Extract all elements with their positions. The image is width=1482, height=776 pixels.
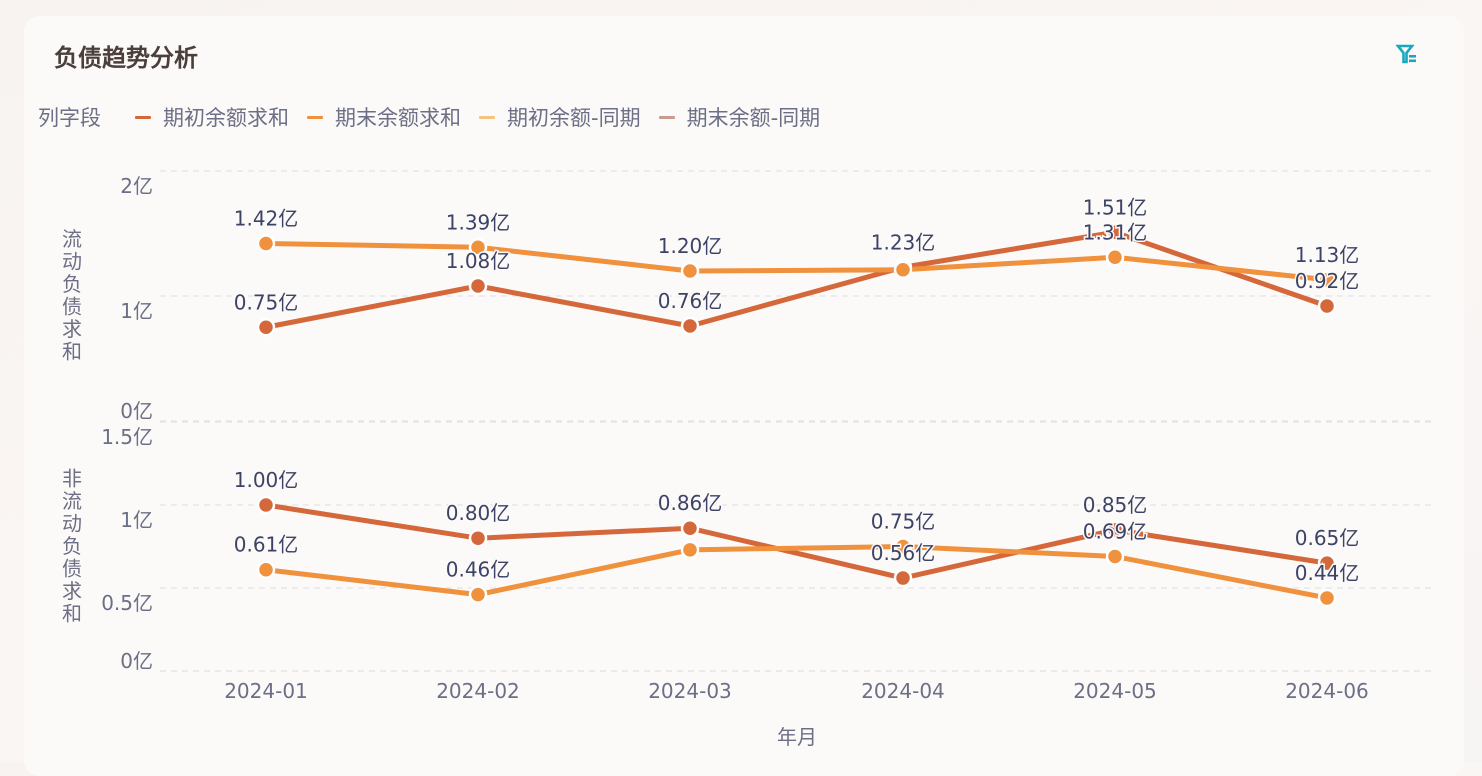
data-point[interactable] [256, 495, 276, 515]
legend-title: 列字段 [38, 106, 101, 130]
data-point[interactable] [256, 318, 276, 337]
legend-item-opening-prior[interactable]: 期初余额-同期 [479, 102, 641, 132]
series-line [265, 544, 1328, 601]
y-tick-label: 2亿 [120, 174, 153, 198]
data-point[interactable] [468, 528, 488, 548]
legend-swatch [307, 115, 323, 119]
x-tick-label: 2024-01 [224, 679, 308, 703]
y-tick-label: 0.5亿 [101, 591, 153, 615]
legend-label: 期初余额求和 [163, 106, 289, 130]
data-label: 0.75亿 [871, 510, 936, 534]
series-line [265, 502, 1328, 581]
legend-swatch [135, 115, 151, 119]
data-point[interactable] [1105, 520, 1125, 540]
data-point[interactable] [680, 540, 700, 560]
y-axis-title-char: 和 [62, 340, 82, 364]
legend-swatch [479, 115, 495, 119]
data-point[interactable] [680, 261, 700, 281]
data-label: 1.39亿 [446, 210, 511, 234]
x-tick-label: 2024-03 [648, 679, 732, 703]
data-label: 0.86亿 [658, 491, 723, 515]
series-line [265, 229, 1328, 330]
data-point[interactable] [1105, 223, 1125, 242]
y-axis-title-char: 动 [62, 250, 82, 274]
chart-legend: 列字段 期初余额求和 期末余额求和 期初余额-同期 期末余额-同期 [38, 102, 838, 132]
y-tick-label: 1亿 [120, 299, 153, 323]
chart-title: 负债趋势分析 [54, 44, 198, 72]
data-point[interactable] [1317, 553, 1337, 573]
legend-item-closing-prior[interactable]: 期末余额-同期 [658, 102, 821, 132]
data-label: 1.51亿 [1083, 195, 1148, 219]
legend-label: 期末余额-同期 [686, 106, 821, 130]
legend-swatch [658, 115, 675, 119]
series-lines [256, 223, 1337, 608]
filter-button[interactable] [1392, 38, 1424, 70]
y-axis-title-char: 求 [62, 317, 82, 341]
x-tick-label: 2024-04 [861, 679, 945, 703]
data-point[interactable] [256, 560, 276, 579]
data-point[interactable] [893, 260, 913, 279]
y-axis-title-char: 动 [62, 512, 82, 536]
data-label: 0.75亿 [234, 290, 299, 314]
legend-label: 期末余额求和 [335, 106, 461, 130]
grid-lines [160, 170, 1434, 672]
data-label: 0.65亿 [1295, 526, 1360, 550]
x-tick-label: 2024-05 [1073, 679, 1157, 703]
y-tick-label: 0亿 [120, 649, 153, 673]
data-point[interactable] [468, 238, 488, 257]
legend-label: 期初余额-同期 [507, 106, 641, 130]
y-axis-title-char: 和 [62, 602, 82, 626]
data-point[interactable] [256, 234, 276, 253]
data-label: 0.44亿 [1295, 561, 1360, 585]
data-labels: 0.75亿 1.08亿 0.76亿 1.23亿 1.51亿 0.92亿 1.42亿 1.39亿… [232, 194, 1361, 587]
y-tick-label: 0亿 [120, 399, 153, 423]
x-tick-label: 2024-06 [1285, 679, 1369, 703]
data-label: 1.20亿 [658, 234, 723, 258]
data-point[interactable] [1317, 270, 1337, 289]
y-axis-title-char: 负 [62, 272, 82, 296]
data-label: 0.46亿 [446, 558, 511, 582]
data-label: 0.76亿 [658, 289, 723, 313]
legend-item-closing-sum[interactable]: 期末余额求和 [307, 102, 461, 132]
data-point[interactable] [680, 316, 700, 336]
legend-item-opening-sum[interactable]: 期初余额求和 [135, 102, 289, 132]
data-label: 1.00亿 [234, 468, 299, 492]
data-label: 1.42亿 [234, 207, 299, 231]
data-point[interactable] [1317, 588, 1337, 608]
filter-list-icon [1395, 44, 1416, 64]
y-axis-title-char: 流 [62, 489, 82, 513]
data-point[interactable] [893, 568, 913, 588]
data-label: 0.56亿 [871, 541, 936, 565]
y-axis-title-char: 债 [62, 557, 82, 581]
chart-card: 负债趋势分析 [24, 16, 1464, 776]
y-tick-label: 1亿 [120, 508, 153, 532]
data-point[interactable] [1317, 296, 1337, 316]
data-point[interactable] [468, 276, 488, 296]
y-axis-title-char: 求 [62, 579, 82, 603]
data-point[interactable] [468, 585, 488, 604]
data-label: 0.85亿 [1083, 493, 1148, 517]
x-tick-label: 2024-02 [436, 679, 520, 703]
y-tick-label: 1.5亿 [101, 425, 153, 449]
data-point[interactable] [1105, 547, 1125, 566]
y-axis-title-char: 债 [62, 295, 82, 319]
y-axis-title-char: 非 [62, 467, 82, 491]
y-axis-title-char: 流 [62, 227, 82, 251]
y-axis-title-char: 负 [62, 534, 82, 558]
data-label: 0.61亿 [234, 533, 299, 557]
data-label: 0.69亿 [1083, 519, 1148, 543]
data-point[interactable] [1105, 248, 1125, 267]
data-label: 1.23亿 [871, 230, 936, 254]
data-point[interactable] [680, 518, 700, 538]
x-axis-title: 年月 [777, 725, 817, 749]
data-label: 0.92亿 [1295, 269, 1360, 293]
data-label: 1.08亿 [446, 249, 511, 273]
data-label: 1.13亿 [1295, 243, 1360, 267]
data-label: 0.80亿 [446, 501, 511, 525]
series-line [265, 241, 1328, 283]
data-point[interactable] [893, 537, 913, 556]
data-label: 1.31亿 [1083, 220, 1148, 244]
